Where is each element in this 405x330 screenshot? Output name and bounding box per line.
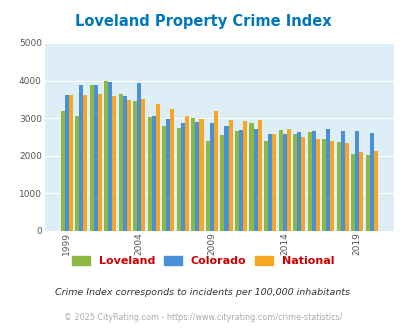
Bar — [234, 131, 239, 231]
Bar — [344, 143, 348, 231]
Bar — [340, 131, 344, 231]
Bar — [373, 151, 377, 231]
Bar — [90, 85, 94, 231]
Bar — [296, 132, 301, 231]
Bar — [249, 123, 253, 231]
Bar — [329, 142, 334, 231]
Bar — [278, 130, 282, 231]
Bar — [180, 123, 185, 231]
Bar — [321, 139, 325, 231]
Bar — [311, 131, 315, 231]
Bar — [307, 132, 311, 231]
Bar — [64, 95, 68, 231]
Bar — [191, 118, 195, 231]
Bar — [195, 122, 199, 231]
Bar — [301, 137, 305, 231]
Bar — [286, 129, 290, 231]
Bar — [358, 152, 362, 231]
Bar — [205, 141, 209, 231]
Bar — [253, 129, 257, 231]
Bar — [60, 111, 64, 231]
Bar — [68, 95, 72, 231]
Bar — [185, 116, 189, 231]
Bar — [315, 139, 319, 231]
Bar — [126, 100, 130, 231]
Bar — [354, 131, 358, 231]
Bar — [141, 99, 145, 231]
Bar — [243, 121, 247, 231]
Bar — [137, 83, 141, 231]
Bar — [239, 130, 243, 231]
Bar — [112, 96, 116, 231]
Bar — [282, 134, 286, 231]
Bar — [224, 126, 228, 231]
Bar — [209, 123, 213, 231]
Bar — [213, 111, 217, 231]
Text: Crime Index corresponds to incidents per 100,000 inhabitants: Crime Index corresponds to incidents per… — [55, 287, 350, 297]
Bar — [75, 116, 79, 231]
Bar — [151, 116, 156, 231]
Bar — [292, 134, 296, 231]
Bar — [228, 120, 232, 231]
Bar — [220, 135, 224, 231]
Bar — [108, 82, 112, 231]
Bar — [263, 142, 267, 231]
Bar — [98, 94, 102, 231]
Bar — [104, 81, 108, 231]
Bar — [267, 134, 271, 231]
Bar — [133, 101, 137, 231]
Bar — [122, 96, 126, 231]
Bar — [147, 116, 151, 231]
Bar — [350, 154, 354, 231]
Bar — [336, 142, 340, 231]
Bar — [156, 104, 160, 231]
Bar — [94, 85, 98, 231]
Bar — [365, 155, 369, 231]
Bar — [257, 120, 261, 231]
Bar — [271, 134, 275, 231]
Bar — [166, 119, 170, 231]
Bar — [325, 129, 329, 231]
Text: © 2025 CityRating.com - https://www.cityrating.com/crime-statistics/: © 2025 CityRating.com - https://www.city… — [64, 313, 341, 322]
Legend: Loveland, Colorado, National: Loveland, Colorado, National — [67, 251, 338, 271]
Bar — [369, 133, 373, 231]
Bar — [83, 95, 87, 231]
Bar — [162, 126, 166, 231]
Bar — [176, 128, 180, 231]
Text: Loveland Property Crime Index: Loveland Property Crime Index — [75, 14, 330, 29]
Bar — [170, 109, 174, 231]
Bar — [118, 94, 122, 231]
Bar — [199, 119, 203, 231]
Bar — [79, 85, 83, 231]
